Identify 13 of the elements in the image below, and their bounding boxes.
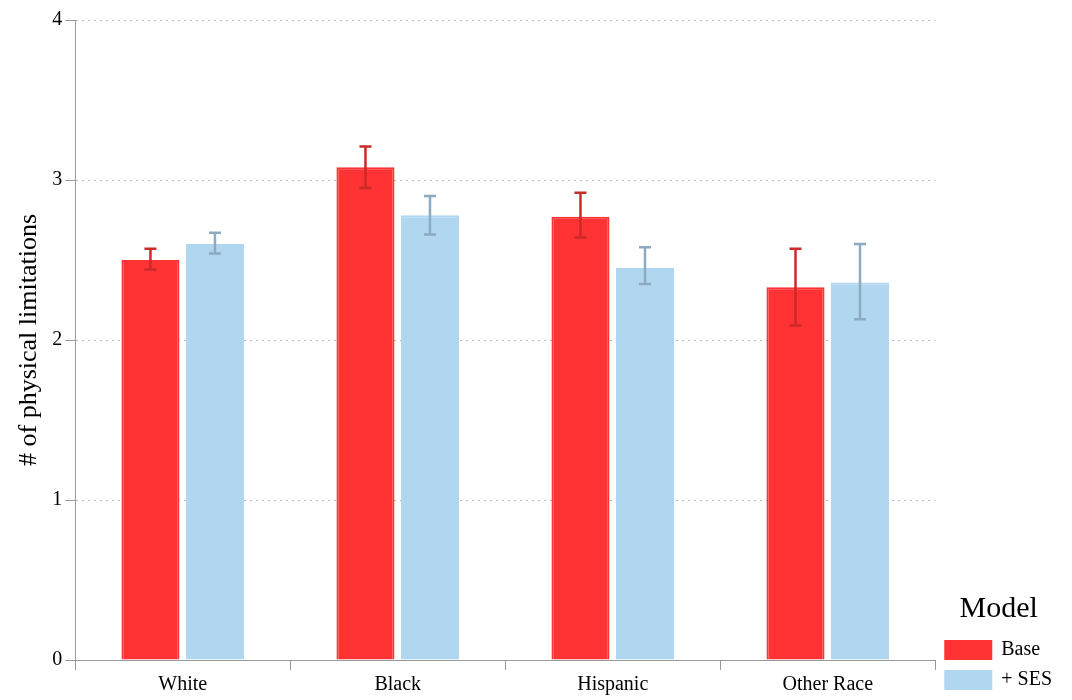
legend-label: Base — [1001, 637, 1041, 660]
legend-label: + SES — [1001, 667, 1053, 690]
y-tick-label: 0 — [52, 647, 63, 670]
x-tick-label: Other Race — [782, 672, 874, 695]
legend-title: Model — [959, 589, 1038, 623]
y-tick-label: 4 — [52, 7, 63, 30]
x-tick-label: Black — [374, 672, 422, 695]
x-tick-label: White — [158, 672, 208, 695]
y-axis-title: # of physical limitations — [13, 213, 43, 467]
x-tick-label: Hispanic — [577, 672, 649, 696]
y-tick-label: 1 — [52, 487, 63, 510]
y-tick-label: 3 — [52, 167, 63, 190]
y-tick-label: 2 — [52, 327, 63, 350]
